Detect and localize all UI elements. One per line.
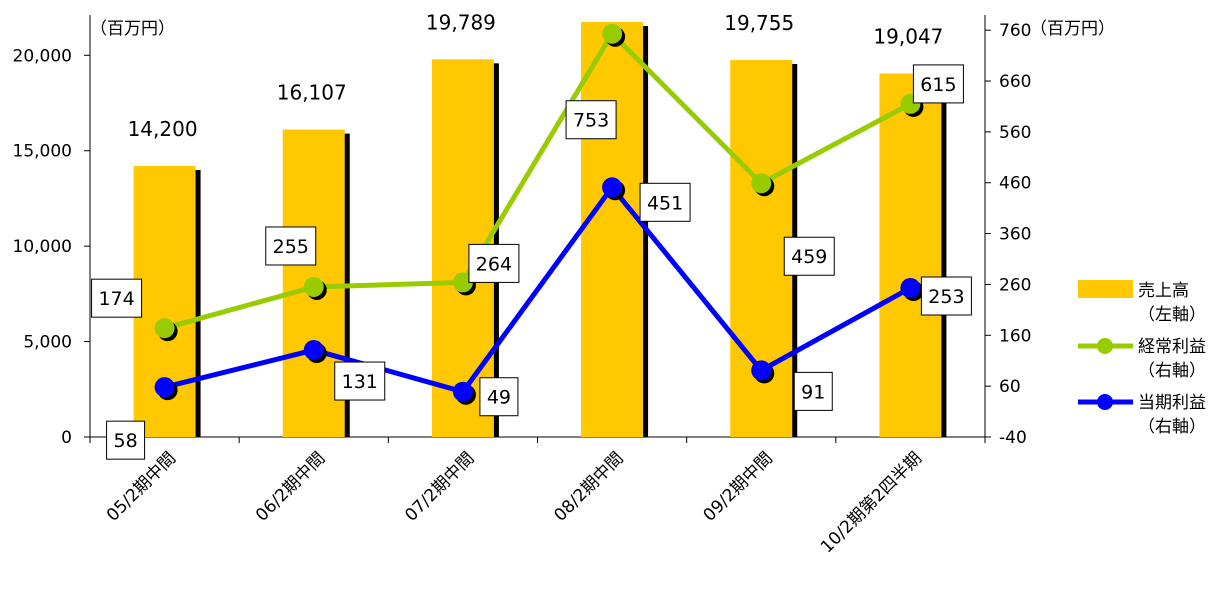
value-box [334,361,386,401]
series-marker [154,318,175,339]
line-value-label: 174 [98,288,134,310]
value-box [639,182,691,222]
series-marker [602,23,623,44]
left-tick-label: 15,000 [13,142,72,162]
right-tick-label: 560 [999,123,1031,143]
category-labels: 05/2期中間 06/2期中間 07/2期中間 08/2期中間 09/2期中間 10/2期… [103,448,926,557]
series-line [163,31,912,331]
left-axis-unit: （百万円） [90,19,175,39]
legend-axis-note: （右軸） [1138,417,1206,437]
right-tick-label: 460 [999,174,1031,194]
right-tick-label: 60 [999,377,1021,397]
line-value-label: 131 [342,371,378,393]
series-marker [154,377,175,398]
category-label: 05/2期中間 [103,448,180,525]
series-marker [751,360,772,381]
category-label: 06/2期中間 [252,448,329,525]
category-label: 07/2期中間 [401,448,478,525]
category-label: 09/2期中間 [700,448,777,525]
series-marker [900,277,921,298]
line-value-label: 91 [801,381,825,403]
line-value-label: 58 [113,430,137,452]
right-tick-label: 360 [999,225,1031,245]
line-value-label: 264 [476,253,512,275]
bar [879,73,942,437]
right-tick-label: -40 [999,428,1027,448]
value-box [479,377,519,417]
series-marker [452,381,473,402]
line-series [154,23,924,405]
line-value-label: 253 [928,286,964,308]
line-value-label: 459 [791,246,827,268]
category-label: 08/2期中間 [550,448,627,525]
left-tick-label: 20,000 [13,46,72,66]
series-marker [751,173,772,194]
line-value-label: 49 [487,387,511,409]
bar-value-label: 19,789 [426,10,496,34]
line-value-label: 753 [573,110,609,132]
value-box [912,64,964,104]
category-label: 10/2期第2四半期 [817,448,926,557]
line-value-label: 451 [647,192,683,214]
value-box [468,243,520,283]
bar-value-label: 19,755 [724,11,794,35]
legend-label: 当期利益 [1138,393,1206,413]
legend-swatch-marker [1097,338,1113,354]
series-marker [602,177,623,198]
data-labels: 14,20016,10719,78921,74719,75519,0471742… [91,10,972,460]
series-marker [303,340,324,361]
value-box [783,236,835,276]
bar-value-label: 14,200 [128,117,198,141]
legend-swatch-marker [1097,394,1113,410]
right-tick-label: 660 [999,72,1031,92]
legend-label: 売上高 [1138,281,1189,301]
bar-value-label: 16,107 [277,81,347,105]
series-line [163,184,912,395]
value-box [793,371,833,411]
bar-value-label: 19,047 [873,24,943,48]
value-box [565,100,617,140]
legend: 売上高 （左軸） 経常利益 （右軸） 当期利益 （右軸） [1078,280,1206,437]
right-tick-label: 760 [999,21,1031,41]
left-tick-label: 5,000 [23,333,72,353]
right-axis-unit: （百万円） [1030,19,1115,39]
left-tick-label: 10,000 [13,237,72,257]
axes: 0 5,000 10,000 15,000 20,000 -40 60 160 260 360 46… [13,15,1031,448]
legend-swatch-bar [1078,280,1133,298]
legend-axis-note: （左軸） [1138,305,1206,325]
left-tick-label: 0 [61,428,72,448]
value-box [265,226,317,266]
line-value-label: 615 [920,74,956,96]
line-value-label: 255 [273,236,309,258]
legend-axis-note: （右軸） [1138,361,1206,381]
bar [581,21,644,437]
series-marker [452,272,473,293]
right-tick-label: 160 [999,326,1031,346]
value-box [106,420,146,460]
legend-label: 経常利益 [1138,337,1206,357]
value-box [91,278,143,318]
series-marker [303,276,324,297]
right-tick-label: 260 [999,275,1031,295]
value-box [920,276,972,316]
